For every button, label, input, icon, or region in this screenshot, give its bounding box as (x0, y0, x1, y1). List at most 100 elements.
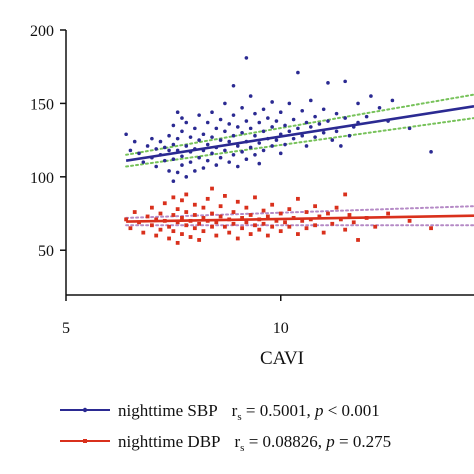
point-dbp-80 (300, 218, 305, 223)
point-dbp-1 (128, 226, 133, 231)
point-sbp-127 (356, 101, 360, 106)
point-dbp-85 (313, 223, 317, 228)
point-sbp-110 (309, 98, 313, 103)
point-sbp-4 (141, 160, 146, 164)
point-sbp-23 (175, 170, 180, 175)
point-sbp-78 (248, 145, 253, 150)
point-sbp-73 (244, 119, 249, 123)
point-dbp-92 (343, 192, 348, 197)
point-sbp-79 (253, 111, 257, 116)
y-tick-label-100: 100 (30, 170, 54, 187)
point-dbp-98 (373, 224, 378, 229)
point-sbp-45 (205, 142, 210, 147)
point-dbp-51 (231, 210, 236, 214)
point-sbp-81 (253, 152, 257, 157)
point-sbp-69 (240, 106, 244, 110)
y-tick-label-200: 200 (30, 23, 54, 40)
point-dbp-22 (180, 216, 184, 220)
point-dbp-34 (197, 238, 202, 242)
point-sbp-97 (278, 151, 283, 156)
point-sbp-1 (128, 148, 133, 153)
point-sbp-12 (162, 145, 167, 150)
point-sbp-125 (347, 133, 352, 138)
point-dbp-23 (180, 198, 184, 203)
point-sbp-67 (235, 144, 240, 148)
legend-label-dbp: nighttime DBP rs = 0.08826, p = 0.275 (118, 432, 391, 454)
point-sbp-20 (171, 157, 176, 161)
point-sbp-40 (197, 155, 201, 160)
point-sbp-72 (244, 56, 249, 60)
point-dbp-13 (162, 201, 167, 206)
point-dbp-55 (240, 216, 244, 220)
point-sbp-48 (210, 135, 214, 139)
point-sbp-10 (158, 139, 163, 144)
fit-line-dbp (126, 214, 474, 223)
point-dbp-10 (158, 211, 163, 216)
legend-item-sbp: nighttime SBP rs = 0.5001, p < 0.001 (60, 401, 380, 423)
point-sbp-86 (261, 129, 266, 134)
point-dbp-11 (158, 227, 163, 232)
point-dbp-7 (149, 205, 154, 210)
point-sbp-56 (223, 101, 227, 106)
point-dbp-76 (287, 224, 292, 229)
point-dbp-84 (313, 204, 317, 209)
point-sbp-91 (270, 125, 274, 129)
point-sbp-113 (313, 135, 317, 139)
point-sbp-104 (296, 70, 300, 75)
point-dbp-87 (321, 230, 326, 235)
point-dbp-43 (214, 220, 219, 225)
point-dbp-67 (265, 214, 270, 219)
point-sbp-120 (334, 111, 339, 116)
point-sbp-41 (201, 132, 206, 137)
point-sbp-106 (300, 108, 305, 113)
legend-label-sbp: nighttime SBP rs = 0.5001, p < 0.001 (118, 401, 380, 423)
point-sbp-18 (171, 179, 176, 184)
point-dbp-91 (338, 217, 343, 222)
point-dbp-82 (304, 226, 309, 231)
point-sbp-84 (257, 161, 262, 166)
point-dbp-6 (149, 223, 154, 228)
legend-marker-dbp (83, 439, 87, 443)
point-sbp-29 (184, 144, 189, 148)
point-sbp-37 (193, 169, 197, 173)
point-dbp-94 (347, 213, 352, 217)
point-dbp-26 (184, 210, 189, 214)
point-sbp-94 (274, 138, 279, 142)
point-sbp-133 (390, 98, 395, 103)
point-dbp-45 (218, 214, 223, 219)
point-sbp-87 (261, 148, 266, 153)
point-sbp-43 (201, 166, 206, 170)
point-dbp-79 (296, 232, 300, 236)
point-sbp-2 (132, 139, 137, 144)
point-sbp-6 (150, 136, 154, 141)
point-sbp-75 (244, 157, 249, 161)
point-sbp-64 (231, 133, 236, 138)
point-dbp-35 (201, 216, 206, 220)
point-dbp-89 (330, 221, 335, 226)
point-dbp-88 (326, 211, 330, 216)
point-dbp-37 (201, 229, 206, 234)
point-sbp-54 (218, 138, 223, 142)
point-dbp-65 (261, 208, 266, 213)
point-sbp-92 (270, 144, 274, 148)
y-tick-label-150: 150 (30, 96, 54, 113)
point-sbp-19 (171, 123, 176, 128)
point-sbp-131 (377, 106, 382, 110)
point-dbp-52 (231, 221, 236, 226)
point-sbp-77 (248, 126, 253, 131)
ci-upper-sbp (125, 93, 474, 156)
point-sbp-82 (257, 120, 262, 125)
point-sbp-14 (167, 148, 171, 153)
ci-lower-sbp (125, 117, 474, 168)
point-sbp-60 (227, 139, 231, 144)
point-sbp-68 (235, 164, 240, 169)
point-dbp-24 (180, 232, 184, 236)
point-sbp-61 (227, 160, 231, 164)
point-dbp-31 (192, 226, 197, 231)
point-sbp-76 (248, 94, 253, 98)
point-dbp-33 (197, 221, 202, 226)
point-dbp-93 (343, 227, 348, 232)
point-dbp-47 (223, 224, 227, 229)
point-dbp-36 (201, 205, 206, 210)
